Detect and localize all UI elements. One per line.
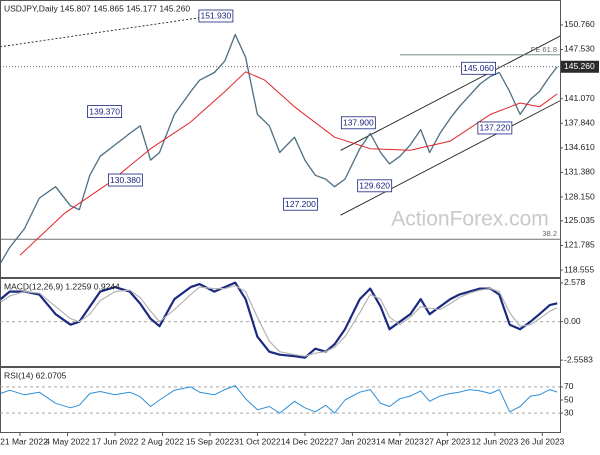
series-line [0, 385, 558, 414]
y-tick-label: 150.760 [564, 19, 595, 29]
panel-title: RSI(14) 62.0705 [4, 370, 67, 380]
x-tick-label: 26 Jul 2023 [520, 436, 564, 446]
x-tick-label: 31 Oct 2022 [234, 436, 281, 446]
macd-panel [0, 278, 561, 367]
price-annotation-box [107, 173, 143, 187]
price-annotation-box [198, 9, 234, 23]
trend-line [1, 12, 233, 48]
y-tick-label: 141.070 [564, 93, 595, 103]
y-tick-label: -2.5583 [564, 354, 593, 364]
y-tick-label: 30 [564, 407, 574, 417]
price-annotation: 137.900 [343, 118, 374, 128]
x-tick-label: 14 Dec 2022 [281, 436, 329, 446]
price-annotation: 130.380 [110, 175, 141, 185]
y-tick-label: 134.610 [564, 142, 595, 152]
x-tick-label: 14 Mar 2023 [376, 436, 424, 446]
y-tick-label: 131.380 [564, 167, 595, 177]
trend-line [340, 100, 560, 216]
y-tick-label: 70 [564, 381, 574, 391]
watermark: ActionForex.com [391, 208, 549, 231]
price-tag [561, 60, 599, 73]
price-annotation-box [87, 105, 123, 118]
x-tick-label: 2 Aug 2022 [141, 436, 184, 446]
series-line [0, 33, 558, 264]
y-tick-label: 125.035 [564, 215, 595, 225]
y-tick-label: 128.150 [564, 191, 595, 201]
series-line [0, 281, 558, 359]
price-annotation-box [340, 116, 376, 130]
price-annotation: 151.930 [201, 11, 232, 21]
price-annotation-box [283, 197, 318, 211]
y-tick-label: 50 [564, 394, 574, 404]
x-tick-label: 12 Jun 2023 [471, 436, 518, 446]
price-tag-label: 145.260 [564, 61, 595, 71]
level-label: FE 61.8 [531, 45, 557, 54]
price-panel [0, 0, 561, 278]
price-annotation: 129.620 [359, 181, 390, 191]
y-tick-label: 137.840 [564, 117, 595, 127]
x-tick-label: 27 Jan 2023 [329, 436, 376, 446]
y-tick-label: 147.530 [564, 44, 595, 54]
price-annotation: 139.370 [89, 106, 120, 116]
price-annotation-box [461, 61, 496, 75]
panel-title: MACD(12,26,9) 1.2259 0.9244 [4, 281, 120, 291]
y-tick-label: 118.555 [564, 264, 594, 274]
price-annotation-box [357, 179, 393, 193]
x-tick-label: 17 Jun 2022 [92, 436, 139, 446]
series-line [0, 285, 558, 357]
x-tick-label: 15 Sep 2022 [186, 436, 234, 446]
y-tick-label: 2.578 [564, 277, 586, 287]
y-tick-label: 0.00 [564, 316, 581, 326]
price-annotation-box [477, 121, 513, 135]
x-tick-label: 21 Mar 2022 [0, 436, 48, 446]
series-line [19, 71, 558, 256]
price-annotation: 145.060 [463, 63, 494, 73]
x-tick-label: 4 May 2022 [45, 436, 90, 446]
y-tick-label: 121.785 [564, 240, 595, 250]
price-annotation: 137.220 [479, 123, 510, 133]
panel-title: USDJPY,Daily 145.807 145.865 145.177 145… [4, 3, 190, 13]
price-annotation: 127.200 [285, 199, 316, 209]
level-label: 38.2 [542, 229, 557, 238]
x-tick-label: 27 Apr 2023 [424, 436, 470, 446]
